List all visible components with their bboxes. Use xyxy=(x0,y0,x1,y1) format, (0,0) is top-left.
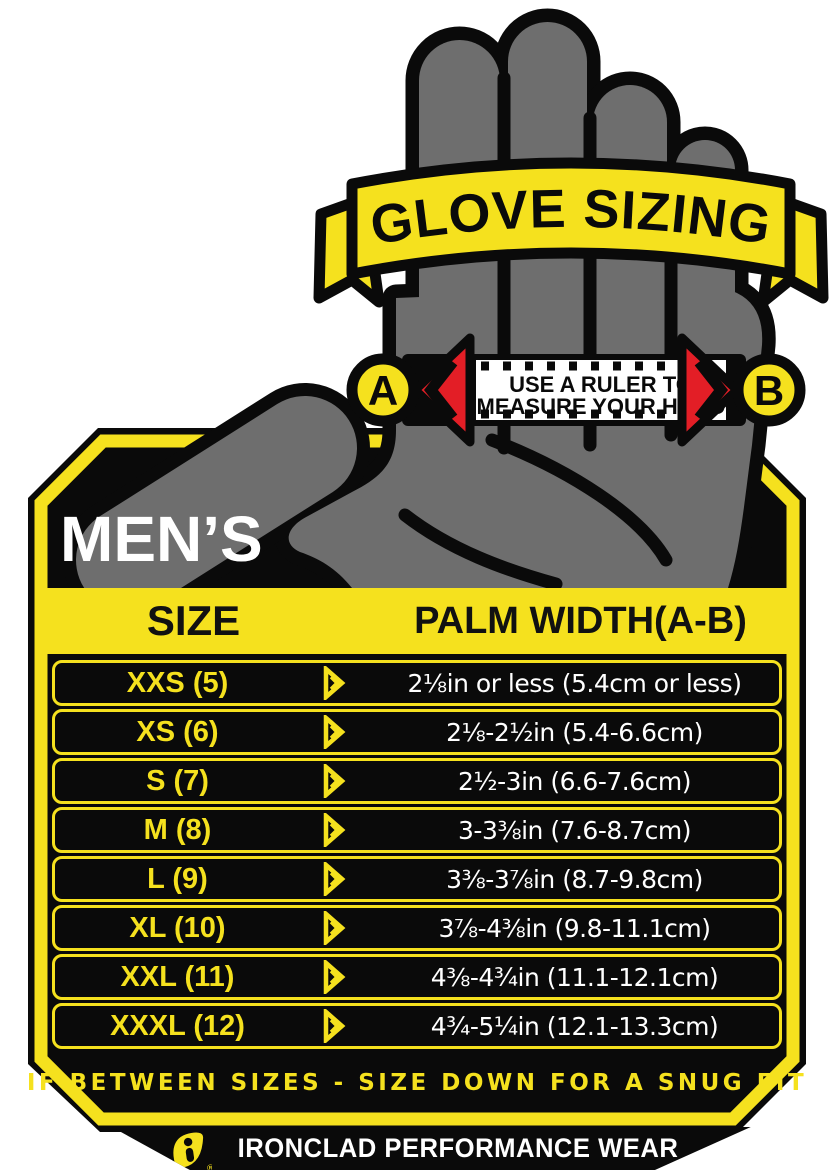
table-row: XXL (11) 4⅜-4¾in (11.1-12.1cm) xyxy=(52,954,782,1000)
ruler-text-line1: USE A RULER TO xyxy=(509,372,693,397)
brand-name: IRONCLAD PERFORMANCE WEAR xyxy=(237,1133,679,1163)
column-header-size: SIZE xyxy=(146,597,241,644)
size-label: XXXL (12) xyxy=(110,1009,245,1042)
palm-width-value: 2½-3in (6.6-7.6cm) xyxy=(458,766,691,796)
marker-a-label: A xyxy=(368,367,398,414)
size-label: XL (10) xyxy=(129,911,226,944)
section-title: MEN’S xyxy=(60,503,263,575)
size-label: XXS (5) xyxy=(126,666,229,699)
arrow-right-icon xyxy=(677,333,742,447)
svg-text:®: ® xyxy=(206,1164,212,1170)
chevron-right-icon xyxy=(300,666,370,700)
marker-b-label: B xyxy=(754,367,784,414)
chevron-right-icon xyxy=(300,813,370,847)
thumb xyxy=(76,396,357,589)
palm-width-value: 4⅜-4¾in (11.1-12.1cm) xyxy=(430,962,719,992)
table-row: S (7) 2½-3in (6.6-7.6cm) xyxy=(52,758,782,804)
ribbon-band xyxy=(346,157,796,280)
chevron-right-icon xyxy=(300,715,370,749)
size-table: XXS (5) 2⅛in or less (5.4cm or less) XS … xyxy=(52,660,782,1052)
chevron-right-icon xyxy=(300,960,370,994)
size-label: L (9) xyxy=(147,862,208,895)
palm-width-value: 2⅛-2½in (5.4-6.6cm) xyxy=(446,717,703,747)
size-label: M (8) xyxy=(143,813,212,846)
chevron-right-icon xyxy=(300,862,370,896)
table-row: M (8) 3-3⅜in (7.6-8.7cm) xyxy=(52,807,782,853)
chevron-right-icon xyxy=(300,1009,370,1043)
palm-crease xyxy=(398,508,563,589)
arrow-right-chevron-icon xyxy=(694,358,728,422)
palm-width-value: 3⅜-3⅞in (8.7-9.8cm) xyxy=(446,864,703,894)
arrow-left-icon xyxy=(410,333,475,447)
size-label: S (7) xyxy=(146,764,209,797)
brand-bar: ® IRONCLAD PERFORMANCE WEAR xyxy=(111,1127,751,1170)
glove-sizing-banner: GLOVE SIZING xyxy=(313,157,829,308)
sizing-footnote: IF BETWEEN SIZES - SIZE DOWN FOR A SNUG … xyxy=(26,1070,808,1096)
arrow-left-chevron-icon xyxy=(424,358,458,422)
table-row: XXS (5) 2⅛in or less (5.4cm or less) xyxy=(52,660,782,706)
marker-a-circle xyxy=(346,353,420,427)
palm-width-value: 3⅞-4⅜in (9.8-11.1cm) xyxy=(438,913,711,943)
palm-width-value: 2⅛in or less (5.4cm or less) xyxy=(407,668,742,698)
size-label: XXL (11) xyxy=(120,960,235,993)
chevron-right-icon xyxy=(300,911,370,945)
palm-width-value: 3-3⅜in (7.6-8.7cm) xyxy=(458,815,691,845)
table-header: SIZE PALM WIDTH(A-B) xyxy=(41,588,793,654)
marker-b-circle xyxy=(732,353,806,427)
chevron-right-icon xyxy=(300,764,370,798)
palm-crease xyxy=(485,433,673,567)
size-label: XS (6) xyxy=(136,715,219,748)
table-row: L (9) 3⅜-3⅞in (8.7-9.8cm) xyxy=(52,856,782,902)
measure-assembly: USE A RULER TO MEASURE YOUR HAND A B xyxy=(346,333,806,447)
table-row: XXXL (12) 4¾-5¼in (12.1-13.3cm) xyxy=(52,1003,782,1049)
table-row: XL (10) 3⅞-4⅜in (9.8-11.1cm) xyxy=(52,905,782,951)
column-header-palm-width: PALM WIDTH(A-B) xyxy=(414,599,747,642)
table-row: XS (6) 2⅛-2½in (5.4-6.6cm) xyxy=(52,709,782,755)
palm-width-value: 4¾-5¼in (12.1-13.3cm) xyxy=(430,1011,719,1041)
